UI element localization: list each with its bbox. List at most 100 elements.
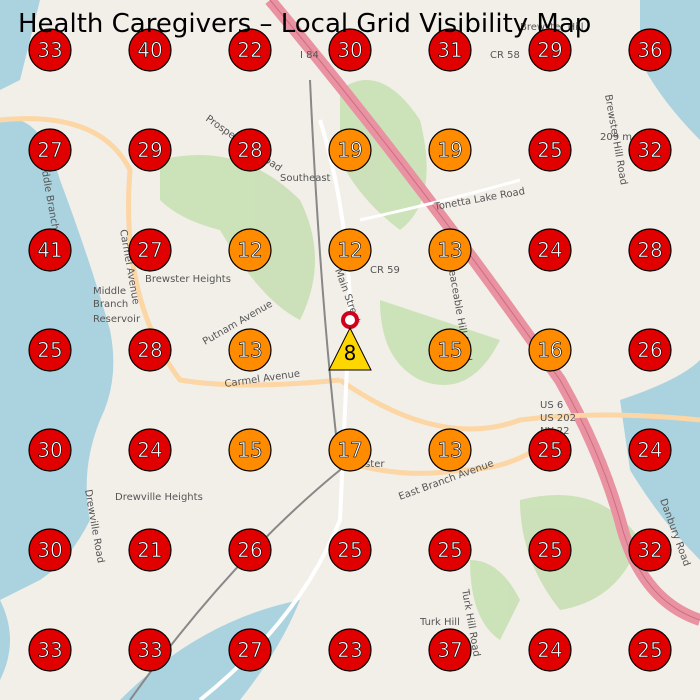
rank-label: 28 [137, 338, 162, 362]
rank-marker [28, 328, 72, 372]
rank-marker [128, 628, 172, 672]
rank-marker [628, 128, 672, 172]
map-label: US 6 [540, 400, 563, 411]
rank-label: 29 [537, 38, 562, 62]
rank-label: 19 [437, 138, 462, 162]
rank-marker [628, 628, 672, 672]
rank-label: 13 [437, 238, 462, 262]
rank-marker [428, 528, 472, 572]
rank-marker [628, 428, 672, 472]
rank-label: 26 [637, 338, 662, 362]
map-label: Brewster Hill [520, 22, 584, 33]
rank-label: 30 [37, 538, 62, 562]
rank-label: 32 [637, 538, 662, 562]
rank-label: 25 [37, 338, 62, 362]
rank-marker [328, 628, 372, 672]
rank-marker [228, 28, 272, 72]
rank-label: 24 [537, 238, 562, 262]
rank-marker [428, 28, 472, 72]
rank-label: 32 [637, 138, 662, 162]
rank-marker [28, 428, 72, 472]
rank-label: 25 [537, 538, 562, 562]
rank-marker [428, 228, 472, 272]
rank-label: 19 [337, 138, 362, 162]
rank-label: 30 [337, 38, 362, 62]
rank-label: 28 [237, 138, 262, 162]
rank-marker [528, 128, 572, 172]
map-label: CR 58 [490, 50, 520, 61]
rank-label: 25 [537, 438, 562, 462]
rank-marker [28, 228, 72, 272]
rank-label: 27 [237, 638, 262, 662]
rank-marker [328, 228, 372, 272]
rank-label: 24 [637, 438, 662, 462]
rank-label: 17 [337, 438, 362, 462]
rank-label: 16 [537, 338, 562, 362]
map-label: Middle [93, 286, 126, 297]
rank-label: 29 [137, 138, 162, 162]
rank-label: 33 [37, 38, 62, 62]
map-title: Health Caregivers – Local Grid Visibilit… [18, 9, 591, 39]
rank-marker [128, 128, 172, 172]
rank-label: 33 [37, 638, 62, 662]
rank-label: 15 [437, 338, 462, 362]
rank-marker [28, 628, 72, 672]
rank-label: 26 [237, 538, 262, 562]
rank-label: 25 [437, 538, 462, 562]
rank-label: 40 [137, 38, 162, 62]
rank-marker [128, 228, 172, 272]
rank-label: 27 [137, 238, 162, 262]
rank-label: 8 [344, 341, 357, 365]
rank-marker [428, 628, 472, 672]
rank-label: 28 [637, 238, 662, 262]
rank-marker [228, 428, 272, 472]
map-label: US 202 [540, 413, 576, 424]
rank-label: 21 [137, 538, 162, 562]
map-label: Brewster Heights [145, 274, 231, 285]
map-label: Branch [93, 299, 128, 310]
rank-label: 25 [537, 138, 562, 162]
rank-marker [328, 28, 372, 72]
rank-marker [128, 328, 172, 372]
pin-head [341, 311, 359, 329]
rank-marker [528, 328, 572, 372]
rank-marker [128, 428, 172, 472]
rank-label: 37 [437, 638, 462, 662]
rank-label: 27 [37, 138, 62, 162]
rank-label: 24 [137, 438, 162, 462]
center-marker [328, 326, 372, 371]
rank-marker [228, 128, 272, 172]
rank-marker [528, 628, 572, 672]
rank-marker [28, 128, 72, 172]
rank-label: 30 [37, 438, 62, 462]
rank-marker [228, 528, 272, 572]
rank-marker [428, 128, 472, 172]
rank-marker [528, 228, 572, 272]
rank-marker [628, 228, 672, 272]
rank-label: 25 [637, 638, 662, 662]
map-label: I 84 [300, 50, 319, 61]
rank-label: 25 [337, 538, 362, 562]
rank-marker [228, 628, 272, 672]
rank-marker [228, 328, 272, 372]
rank-label: 23 [337, 638, 362, 662]
rank-label: 24 [537, 638, 562, 662]
rank-marker [428, 428, 472, 472]
rank-label: 41 [37, 238, 62, 262]
rank-marker [328, 528, 372, 572]
rank-marker [328, 128, 372, 172]
rank-marker [28, 28, 72, 72]
map-label: Reservoir [93, 314, 141, 325]
rank-marker [228, 228, 272, 272]
rank-label: 33 [137, 638, 162, 662]
rank-marker [28, 528, 72, 572]
rank-marker [628, 328, 672, 372]
rank-label: 31 [437, 38, 462, 62]
rank-label: 12 [337, 238, 362, 262]
rank-label: 13 [437, 438, 462, 462]
map-label: Southeast [280, 173, 331, 184]
rank-marker [128, 528, 172, 572]
rank-marker [128, 28, 172, 72]
rank-label: 36 [637, 38, 662, 62]
